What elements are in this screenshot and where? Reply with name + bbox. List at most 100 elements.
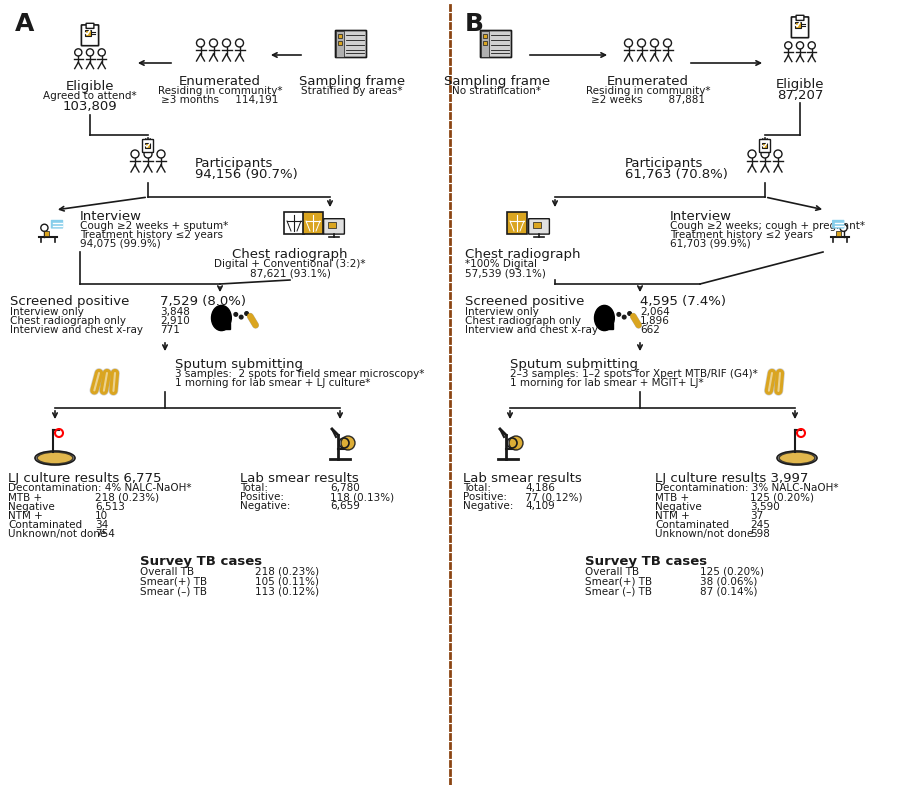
Text: 125 (0.20%): 125 (0.20%) (750, 493, 814, 503)
Bar (145, 143, 150, 148)
Text: 77 (0.12%): 77 (0.12%) (525, 492, 582, 502)
Bar (483, 34, 487, 38)
Circle shape (196, 39, 204, 47)
Circle shape (40, 225, 48, 232)
Circle shape (785, 42, 792, 49)
Text: Chest radiograph only: Chest radiograph only (465, 316, 581, 326)
Circle shape (98, 49, 105, 56)
FancyBboxPatch shape (832, 220, 844, 228)
Text: 34: 34 (95, 520, 108, 530)
Circle shape (239, 316, 243, 319)
Circle shape (840, 225, 847, 232)
Text: 57,539 (93.1%): 57,539 (93.1%) (465, 268, 546, 278)
Text: Sputum submitting: Sputum submitting (175, 358, 303, 371)
Text: Screened positive: Screened positive (465, 295, 584, 308)
Bar (284, 212, 304, 234)
Text: Contaminated: Contaminated (655, 520, 729, 530)
Text: 7,529 (8.0%): 7,529 (8.0%) (160, 295, 246, 308)
Text: 3 samples:  2 spots for field smear microscopy*: 3 samples: 2 spots for field smear micro… (175, 369, 425, 379)
Circle shape (144, 150, 152, 158)
Text: 113 (0.12%): 113 (0.12%) (255, 587, 320, 597)
Text: 118 (0.13%): 118 (0.13%) (330, 492, 394, 502)
FancyBboxPatch shape (86, 24, 94, 28)
Text: Sputum submitting: Sputum submitting (510, 358, 638, 371)
Text: 1 morning for lab smear + LJ culture*: 1 morning for lab smear + LJ culture* (175, 378, 371, 388)
Text: 61,703 (99.9%): 61,703 (99.9%) (670, 239, 751, 249)
Ellipse shape (212, 305, 231, 330)
Text: Total:: Total: (240, 483, 268, 493)
Text: NTM +: NTM + (655, 511, 689, 521)
Text: 2,064: 2,064 (640, 307, 670, 317)
Bar (85, 30, 91, 36)
Ellipse shape (595, 305, 615, 330)
Text: 37: 37 (750, 511, 763, 521)
Text: Unknown/not done: Unknown/not done (655, 529, 753, 539)
Text: 6,513: 6,513 (95, 502, 125, 512)
Text: Sampling frame: Sampling frame (444, 75, 550, 88)
Bar (338, 41, 342, 45)
Ellipse shape (779, 452, 815, 464)
Text: 61,763 (70.8%): 61,763 (70.8%) (625, 168, 728, 181)
Text: Unknown/not done: Unknown/not done (8, 529, 106, 539)
Bar (762, 143, 767, 148)
Text: *100% Digital: *100% Digital (465, 259, 537, 269)
Text: Negative: Negative (655, 502, 702, 512)
Text: Sampling frame: Sampling frame (299, 75, 405, 88)
Bar (303, 212, 323, 234)
Text: 662: 662 (640, 325, 660, 335)
Text: Enumerated: Enumerated (607, 75, 689, 88)
Text: ≥2 weeks        87,881: ≥2 weeks 87,881 (591, 95, 705, 105)
Circle shape (617, 312, 621, 316)
Circle shape (625, 39, 633, 47)
Text: Overall TB: Overall TB (140, 567, 194, 577)
Text: LJ culture results 6,775: LJ culture results 6,775 (8, 472, 161, 485)
Text: 4,595 (7.4%): 4,595 (7.4%) (640, 295, 726, 308)
Circle shape (236, 39, 244, 47)
Text: Smear (–) TB: Smear (–) TB (140, 587, 207, 597)
Text: Stratified by areas*: Stratified by areas* (302, 86, 403, 96)
Text: Chest radiograph only: Chest radiograph only (10, 316, 126, 326)
Circle shape (157, 150, 165, 158)
Text: 771: 771 (160, 325, 180, 335)
Bar (44, 232, 49, 236)
Polygon shape (221, 323, 230, 329)
Text: Enumerated: Enumerated (179, 75, 261, 88)
Text: 4,186: 4,186 (525, 483, 555, 493)
FancyBboxPatch shape (528, 219, 549, 234)
Text: 2–3 samples: 1–2 spots for Xpert MTB/RIF (G4)*: 2–3 samples: 1–2 spots for Xpert MTB/RIF… (510, 369, 758, 379)
Circle shape (628, 312, 632, 316)
Text: 3,848: 3,848 (160, 307, 190, 317)
Bar (483, 41, 487, 45)
Circle shape (748, 150, 756, 158)
Text: 94,156 (90.7%): 94,156 (90.7%) (195, 168, 298, 181)
Text: Interview only: Interview only (10, 307, 84, 317)
FancyBboxPatch shape (481, 31, 511, 57)
Text: Cough ≥2 weeks + sputum*: Cough ≥2 weeks + sputum* (80, 221, 229, 231)
Circle shape (75, 49, 82, 56)
Text: Participants: Participants (195, 157, 274, 170)
Text: ≥3 months     114,191: ≥3 months 114,191 (161, 95, 279, 105)
FancyBboxPatch shape (796, 15, 804, 20)
Text: 245: 245 (750, 520, 770, 530)
FancyBboxPatch shape (142, 140, 154, 152)
Circle shape (761, 150, 769, 158)
Text: A: A (15, 12, 34, 36)
Text: Treatment history ≤2 years: Treatment history ≤2 years (80, 230, 223, 240)
Text: MTB +: MTB + (8, 493, 42, 503)
Text: Smear(+) TB: Smear(+) TB (585, 577, 652, 587)
Text: 105 (0.11%): 105 (0.11%) (255, 577, 319, 587)
FancyBboxPatch shape (50, 220, 63, 228)
Text: Smear(+) TB: Smear(+) TB (140, 577, 207, 587)
Circle shape (651, 39, 659, 47)
Text: 754: 754 (95, 529, 115, 539)
Text: Screened positive: Screened positive (10, 295, 130, 308)
Text: Digital + Conventional (3:2)*: Digital + Conventional (3:2)* (214, 259, 365, 269)
FancyBboxPatch shape (324, 219, 345, 234)
Text: 218 (0.23%): 218 (0.23%) (255, 567, 320, 577)
Circle shape (796, 42, 804, 49)
Text: Total:: Total: (463, 483, 491, 493)
Text: MTB +: MTB + (655, 493, 689, 503)
Bar (836, 232, 841, 236)
Text: Negative:: Negative: (240, 501, 291, 511)
Bar (328, 222, 336, 228)
